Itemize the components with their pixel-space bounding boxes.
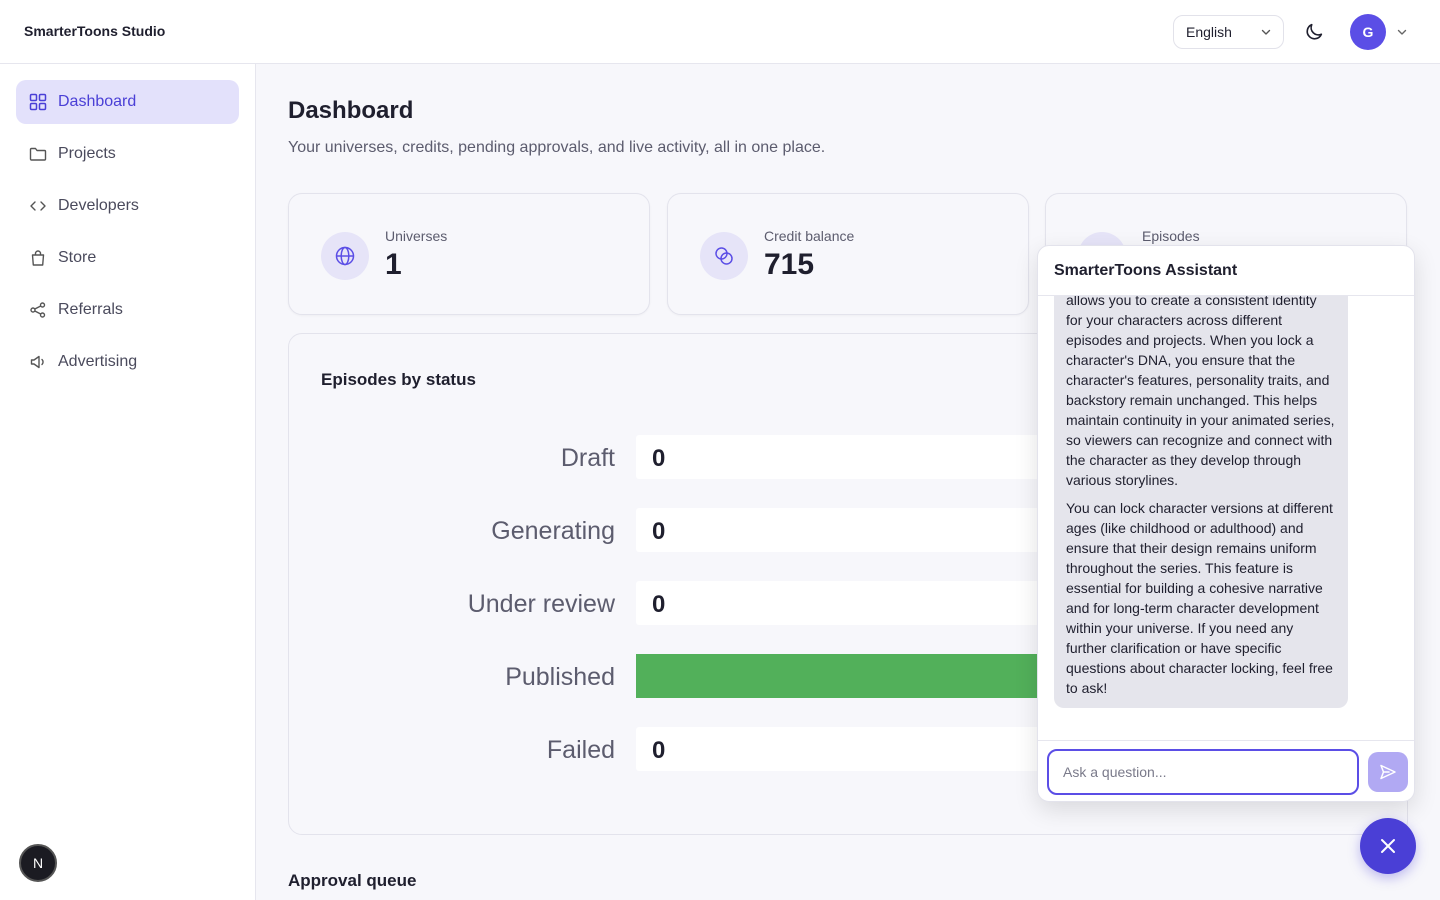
chevron-down-icon [1261,29,1271,35]
stat-card-universes: Universes 1 [288,193,650,315]
sidebar-item-label: Referrals [58,301,123,318]
bar-category-label: Failed [547,736,615,764]
coins-icon [715,247,733,265]
sidebar-item-label: Dashboard [58,93,137,110]
shopping-bag-icon [31,250,45,266]
stat-value: 1 [385,248,402,281]
chart-title: Episodes by status [321,370,476,389]
stat-label: Episodes [1142,228,1200,244]
bar-category-label: Generating [491,517,615,545]
stat-label: Universes [385,228,448,244]
bar-value-label: 0 [652,591,665,618]
moon-icon[interactable] [1303,21,1325,43]
sidebar-item-referrals[interactable]: Referrals [16,288,239,332]
bar-category-label: Under review [468,590,616,618]
assistant-title: SmarterToons Assistant [1054,262,1238,279]
message-paragraph: You can lock character versions at diffe… [1066,500,1333,696]
language-select[interactable]: English [1173,15,1284,49]
send-button[interactable] [1368,752,1408,792]
sidebar-item-store[interactable]: Store [16,236,239,280]
stat-icon-wrap [321,232,369,280]
chevron-down-icon[interactable] [1396,26,1408,38]
close-icon [1381,839,1395,853]
message-paragraph: allows you to create a consistent identi… [1066,296,1335,488]
dev-badge[interactable]: N [19,844,57,882]
bar-value-label: 0 [652,445,665,472]
divider [1038,740,1414,741]
code-icon [30,201,46,211]
stat-label: Credit balance [764,228,855,244]
message-list[interactable]: allows you to create a consistent identi… [1038,296,1414,740]
stat-value: 715 [764,248,815,281]
assistant-message: allows you to create a consistent identi… [1054,296,1348,708]
assistant-panel: SmarterToons Assistant allows you to cre… [1037,245,1415,802]
folder-icon [29,147,47,161]
stat-card-credit-balance: Credit balance 715 [667,193,1029,315]
megaphone-icon [30,355,44,369]
sidebar-item-label: Advertising [58,353,138,370]
sidebar-item-projects[interactable]: Projects [16,132,239,176]
bar-category-label: Draft [561,444,615,472]
brand-name[interactable]: SmarterToons Studio [24,23,166,39]
sidebar-item-developers[interactable]: Developers [16,184,239,228]
grid-icon [29,93,47,111]
send-icon [1380,764,1396,780]
language-value: English [1186,24,1232,40]
divider [1038,295,1414,296]
sidebar-item-label: Developers [58,197,139,214]
sidebar: Dashboard Projects Developers Store Refe… [0,64,256,900]
bar-category-label: Published [505,663,615,691]
globe-icon [335,246,355,266]
page-subtitle: Your universes, credits, pending approva… [288,139,826,156]
sidebar-item-label: Store [58,249,97,266]
sidebar-item-dashboard[interactable]: Dashboard [16,80,239,124]
page-title: Dashboard [288,97,414,124]
close-assistant-button[interactable] [1360,818,1416,874]
bar-value-label: 0 [652,737,665,764]
stat-icon-wrap [700,232,748,280]
sidebar-item-label: Projects [58,145,116,162]
avatar[interactable]: G [1350,14,1386,50]
sidebar-item-advertising[interactable]: Advertising [16,340,239,384]
top-bar: SmarterToons Studio English G [0,0,1440,64]
bar-value-label: 0 [652,518,665,545]
share-icon [30,302,46,318]
approval-queue-title: Approval queue [288,871,417,890]
ask-question-input[interactable] [1047,749,1359,795]
